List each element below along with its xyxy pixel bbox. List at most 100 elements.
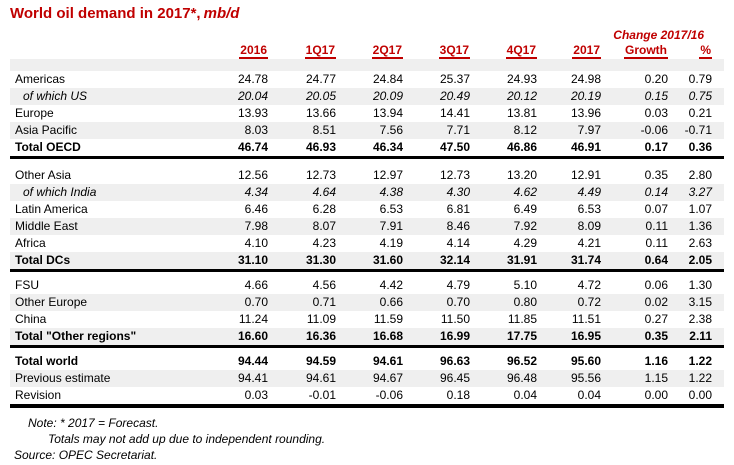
cell-2017: 12.91	[570, 168, 601, 182]
table-row: Africa 4.10 4.23 4.19 4.14 4.29 4.21 0.11 2.63	[10, 235, 724, 252]
column-header-2016: 2016	[230, 43, 280, 59]
cell-1q17: 6.28	[312, 202, 336, 216]
cell-4q17: 13.81	[506, 106, 537, 120]
cell-3q17: 47.50	[415, 139, 482, 159]
cell-2017: 31.74	[549, 252, 613, 272]
cell-2017: 20.19	[549, 88, 613, 105]
page-title-unit: mb/d	[203, 5, 240, 22]
cell-4q17: 13.20	[506, 168, 537, 182]
cell-growth: 0.14	[613, 184, 680, 201]
cell-3q17: 0.18	[415, 387, 482, 408]
spacer-row	[10, 59, 724, 71]
row-label: Europe	[15, 106, 54, 120]
cell-2017: 4.21	[577, 236, 601, 250]
cell-3q17: 7.71	[415, 122, 482, 139]
cell-: 1.30	[688, 278, 712, 292]
cell-growth: 1.16	[644, 354, 668, 368]
note-line: Note: * 2017 = Forecast.	[28, 416, 159, 430]
cell-4q17: 4.29	[513, 236, 537, 250]
cell-3q17: 6.81	[446, 202, 470, 216]
cell-2016: 4.10	[244, 236, 268, 250]
cell-2016: 20.04	[230, 88, 280, 105]
page-title-text: World oil demand in 2017*,	[10, 5, 201, 22]
cell-4q17: 46.86	[482, 139, 549, 159]
cell-2q17: 4.42	[379, 278, 403, 292]
row-label: of which India	[10, 184, 230, 201]
cell-: 2.38	[688, 312, 712, 326]
cell-2016: 7.98	[230, 218, 280, 235]
row-label: Africa	[15, 236, 46, 250]
cell-3q17: 4.14	[446, 236, 470, 250]
cell-2q17: 94.67	[348, 370, 415, 387]
cell-: 0.75	[680, 88, 724, 105]
column-header-label: 4Q17	[505, 43, 537, 59]
table-section: Other Asia 12.56 12.73 12.97 12.73 13.20 12.91…	[10, 158, 724, 272]
table-section: FSU 4.66 4.56 4.42 4.79 5.10 4.72 0.06 1.30 Other…	[10, 271, 724, 348]
cell-2017: 7.97	[549, 122, 613, 139]
cell-2016: 94.41	[230, 370, 280, 387]
cell-2017: 0.04	[549, 387, 613, 408]
cell-2q17: -0.06	[348, 387, 415, 408]
cell-1q17: 4.23	[312, 236, 336, 250]
column-header-3q17: 3Q17	[415, 43, 482, 59]
row-label: of which US	[10, 88, 230, 105]
cell-1q17: 13.66	[305, 106, 336, 120]
page-title: World oil demand in 2017*, mb/d	[10, 5, 734, 23]
cell-1q17: 16.36	[280, 328, 348, 348]
column-header-row: 2016 1Q17 2Q17 3Q17 4Q17 2017 Growth%	[10, 43, 724, 59]
corner-cell	[10, 43, 230, 59]
cell-2q17: 16.68	[348, 328, 415, 348]
cell-2016: 16.60	[230, 328, 280, 348]
cell-growth: -0.06	[613, 122, 680, 139]
cell-2016: 0.70	[230, 294, 280, 311]
row-label: Americas	[15, 72, 66, 86]
row-label: Asia Pacific	[10, 122, 230, 139]
row-label: Total world	[15, 354, 79, 368]
cell-3q17: 96.45	[415, 370, 482, 387]
cell-2017: 95.60	[570, 354, 601, 368]
cell-3q17: 8.46	[415, 218, 482, 235]
cell-2017: 13.96	[570, 106, 601, 120]
row-label: Previous estimate	[10, 370, 230, 387]
cell-2q17: 4.38	[348, 184, 415, 201]
row-label: Middle East	[10, 218, 230, 235]
cell-2017: 4.49	[549, 184, 613, 201]
cell-1q17: -0.01	[280, 387, 348, 408]
cell-2q17: 11.59	[373, 312, 403, 326]
cell-4q17: 5.10	[513, 278, 537, 292]
cell-2q17: 0.66	[348, 294, 415, 311]
cell-2016: 11.24	[238, 312, 268, 326]
cell-growth: 0.27	[644, 312, 668, 326]
cell-1q17: 8.51	[280, 122, 348, 139]
cell-1q17: 0.71	[280, 294, 348, 311]
cell-1q17: 12.73	[305, 168, 336, 182]
table-row: Previous estimate 94.41 94.61 94.67 96.45 96.…	[10, 370, 724, 387]
note-line: Totals may not add up due to independent…	[48, 432, 326, 446]
cell-3q17: 96.63	[439, 354, 470, 368]
cell-: 0.36	[680, 139, 724, 159]
cell-2q17: 4.19	[379, 236, 403, 250]
table-row: China 11.24 11.09 11.59 11.50 11.85 11.51 0.27 2…	[10, 311, 724, 328]
table-section: Total world 94.44 94.59 94.61 96.63 96.52 95.6…	[10, 347, 724, 408]
cell-2q17: 20.09	[348, 88, 415, 105]
column-header-2q17: 2Q17	[348, 43, 415, 59]
table-row: FSU 4.66 4.56 4.42 4.79 5.10 4.72 0.06 1.30	[10, 277, 724, 294]
cell-4q17: 96.52	[506, 354, 537, 368]
column-header-2017: 2017	[549, 43, 613, 59]
column-header-label: %	[699, 43, 712, 59]
cell-growth: 0.11	[645, 236, 668, 250]
column-header-label: 2Q17	[371, 43, 403, 59]
cell-2016: 4.34	[230, 184, 280, 201]
cell-: 0.79	[688, 72, 712, 86]
cell-4q17: 24.93	[506, 72, 537, 86]
cell-: 2.11	[680, 328, 724, 348]
cell-2016: 0.03	[230, 387, 280, 408]
cell-1q17: 20.05	[280, 88, 348, 105]
cell-4q17: 0.04	[482, 387, 549, 408]
change-period-header: Change 2017/16	[613, 28, 704, 42]
table-row: of which US 20.04 20.05 20.09 20.49 20.12 20.1…	[10, 88, 724, 105]
cell-2q17: 7.91	[348, 218, 415, 235]
cell-1q17: 4.64	[280, 184, 348, 201]
table-row: Americas 24.78 24.77 24.84 25.37 24.93 24.98 0.…	[10, 71, 724, 88]
cell-growth: 0.15	[613, 88, 680, 105]
